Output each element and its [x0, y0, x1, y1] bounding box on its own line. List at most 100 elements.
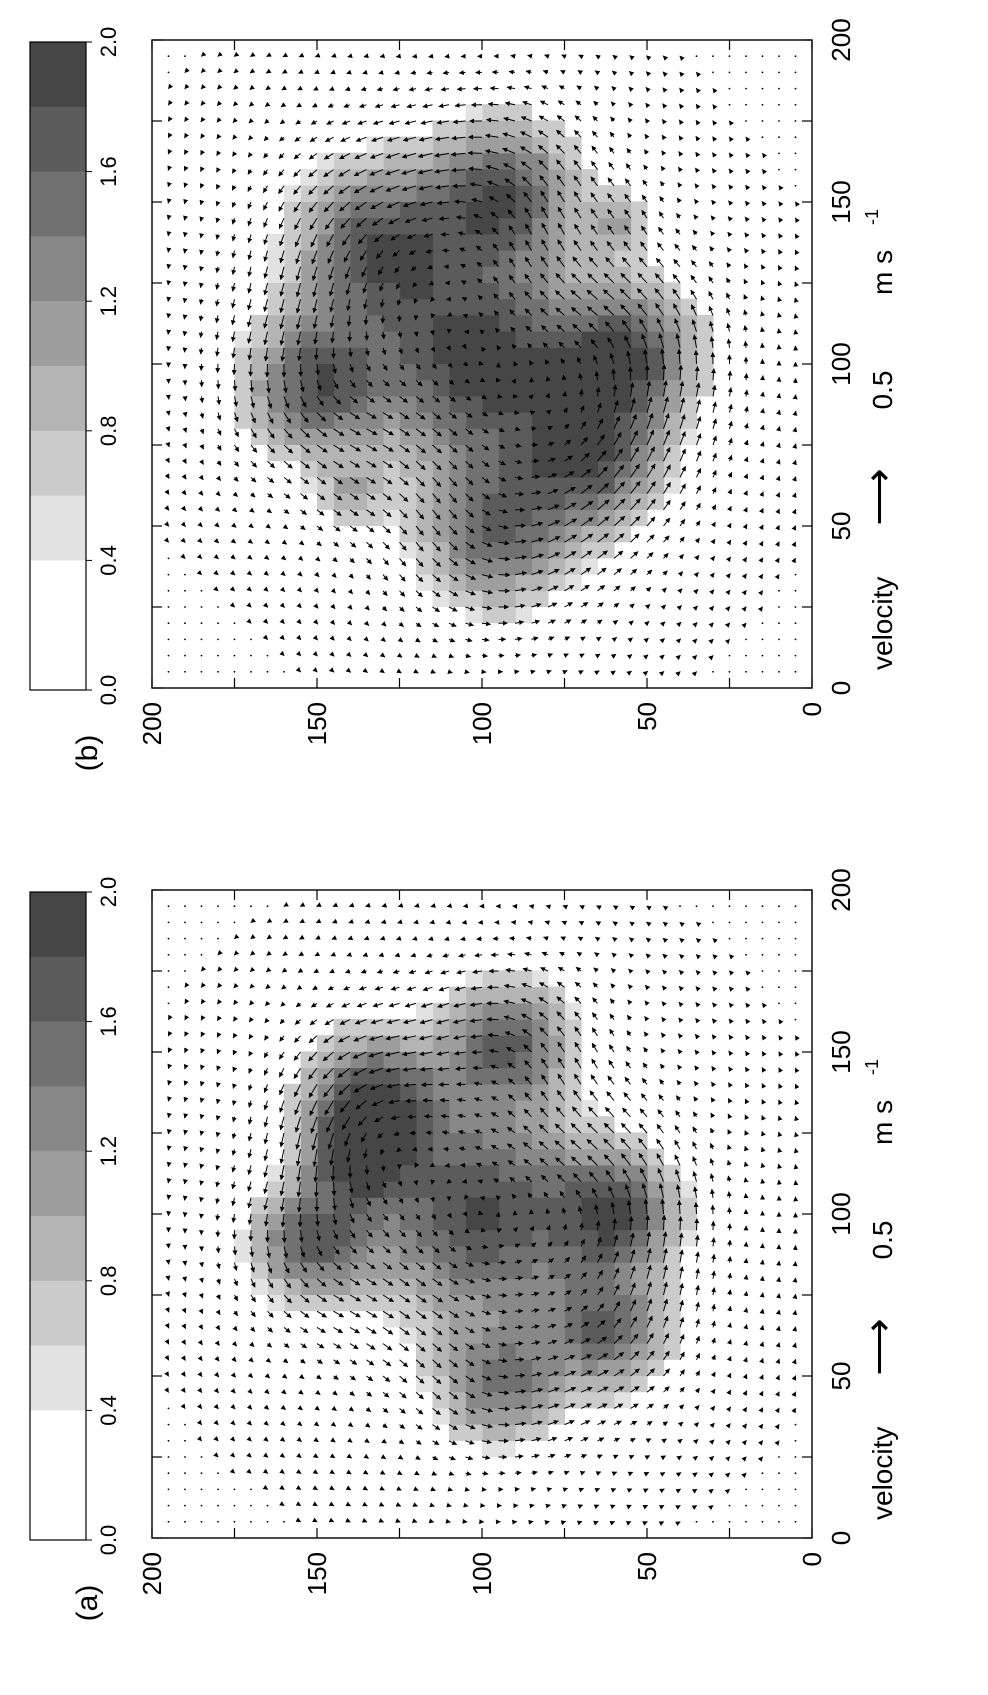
vector-arrow	[198, 1277, 204, 1283]
shading-cell	[284, 233, 302, 251]
vector-arrow	[346, 952, 353, 957]
vector-arrow	[249, 507, 255, 513]
vector-arrow	[564, 1420, 575, 1426]
vector-arrow	[678, 985, 685, 992]
shading-cell	[531, 217, 549, 235]
vector-arrow	[432, 1294, 444, 1303]
vector-arrow	[728, 420, 733, 429]
vector-arrow	[216, 117, 222, 123]
vector-arrow	[579, 905, 585, 910]
shading-cell	[482, 1116, 500, 1133]
vector-dot	[794, 55, 797, 58]
vector-arrow	[324, 1019, 334, 1026]
shading-cell	[432, 201, 450, 219]
vector-arrow	[399, 1408, 406, 1414]
vector-arrow	[525, 936, 532, 941]
shading-cell	[482, 1197, 500, 1214]
shading-cell	[482, 363, 500, 381]
vector-arrow	[514, 1373, 526, 1378]
vector-dot	[233, 670, 236, 673]
vector-arrow	[398, 621, 404, 627]
vector-arrow	[363, 53, 369, 59]
vector-arrow	[725, 1406, 732, 1412]
vector-arrow	[611, 1471, 618, 1477]
vector-arrow	[547, 1371, 560, 1377]
shading-cell	[251, 1229, 269, 1247]
shading-cell	[498, 1164, 516, 1182]
vector-arrow	[531, 1453, 540, 1459]
vector-arrow	[694, 1387, 700, 1394]
vector-arrow	[591, 1042, 598, 1053]
shading-cell	[300, 1245, 318, 1263]
vector-arrow	[430, 668, 436, 674]
vector-arrow	[279, 1436, 286, 1442]
vector-arrow	[629, 55, 635, 61]
vector-arrow	[439, 1097, 450, 1103]
shading-cell	[515, 1278, 533, 1295]
vector-arrow	[531, 1404, 544, 1409]
vector-arrow	[279, 119, 286, 125]
vector-arrow	[232, 1325, 238, 1332]
vector-arrow	[711, 1354, 716, 1361]
shading-cell	[465, 1067, 483, 1085]
shading-cell	[449, 509, 467, 526]
shading-cell	[251, 1213, 269, 1231]
shading-cell	[630, 1213, 648, 1231]
vector-arrow	[638, 1123, 648, 1134]
vector-arrow	[646, 1281, 652, 1296]
vector-arrow	[182, 330, 188, 337]
shading-cell	[416, 1116, 434, 1133]
vector-arrow	[300, 1343, 308, 1349]
shading-cell	[399, 330, 417, 348]
vector-dot	[167, 1456, 170, 1458]
vector-arrow	[343, 103, 351, 108]
shading-cell	[300, 1083, 318, 1101]
vector-arrow	[448, 1359, 459, 1368]
vector-arrow	[399, 1375, 408, 1383]
shading-cell	[267, 428, 285, 445]
vector-arrow	[630, 1403, 639, 1409]
vector-arrow	[741, 1423, 747, 1429]
vector-arrow	[379, 1469, 386, 1475]
shading-cell	[696, 379, 714, 397]
vector-arrow	[610, 116, 616, 123]
shading-cell	[498, 395, 516, 413]
vector-arrow	[511, 378, 517, 385]
vector-arrow	[316, 1310, 327, 1318]
vector-arrow	[298, 1373, 305, 1380]
shading-cell	[300, 1213, 318, 1231]
vector-arrow	[531, 1470, 538, 1476]
vector-arrow	[215, 1181, 221, 1188]
vector-arrow	[630, 586, 636, 592]
vector-arrow	[315, 1389, 321, 1396]
shading-cell	[515, 492, 533, 510]
shading-cell	[333, 347, 351, 364]
shading-cell	[366, 1294, 384, 1312]
vector-arrow	[316, 1358, 323, 1364]
vector-dot	[167, 1439, 170, 1442]
panel-label: (a)	[71, 1585, 104, 1622]
vector-arrow	[726, 1355, 732, 1362]
shading-cell	[680, 347, 698, 364]
vector-arrow	[645, 953, 651, 959]
shading-cell	[317, 1294, 335, 1312]
vector-arrow	[415, 1327, 427, 1336]
vector-dot	[217, 670, 219, 673]
vector-arrow	[710, 521, 716, 528]
vector-arrow	[679, 1351, 685, 1361]
vector-arrow	[580, 1370, 593, 1377]
vector-arrow	[544, 920, 551, 926]
shading-cell	[267, 1294, 285, 1312]
vector-arrow	[711, 1050, 717, 1056]
vector-arrow	[415, 1375, 425, 1384]
vector-arrow	[294, 1035, 301, 1043]
vector-arrow	[610, 670, 616, 676]
vector-dot	[794, 1456, 797, 1458]
vector-arrow	[250, 444, 258, 453]
shading-cell	[333, 1018, 351, 1036]
vector-arrow	[743, 309, 749, 316]
shading-cell	[482, 136, 500, 154]
vector-arrow	[727, 1129, 733, 1135]
vector-dot	[794, 606, 797, 608]
vector-dot	[217, 1472, 219, 1475]
